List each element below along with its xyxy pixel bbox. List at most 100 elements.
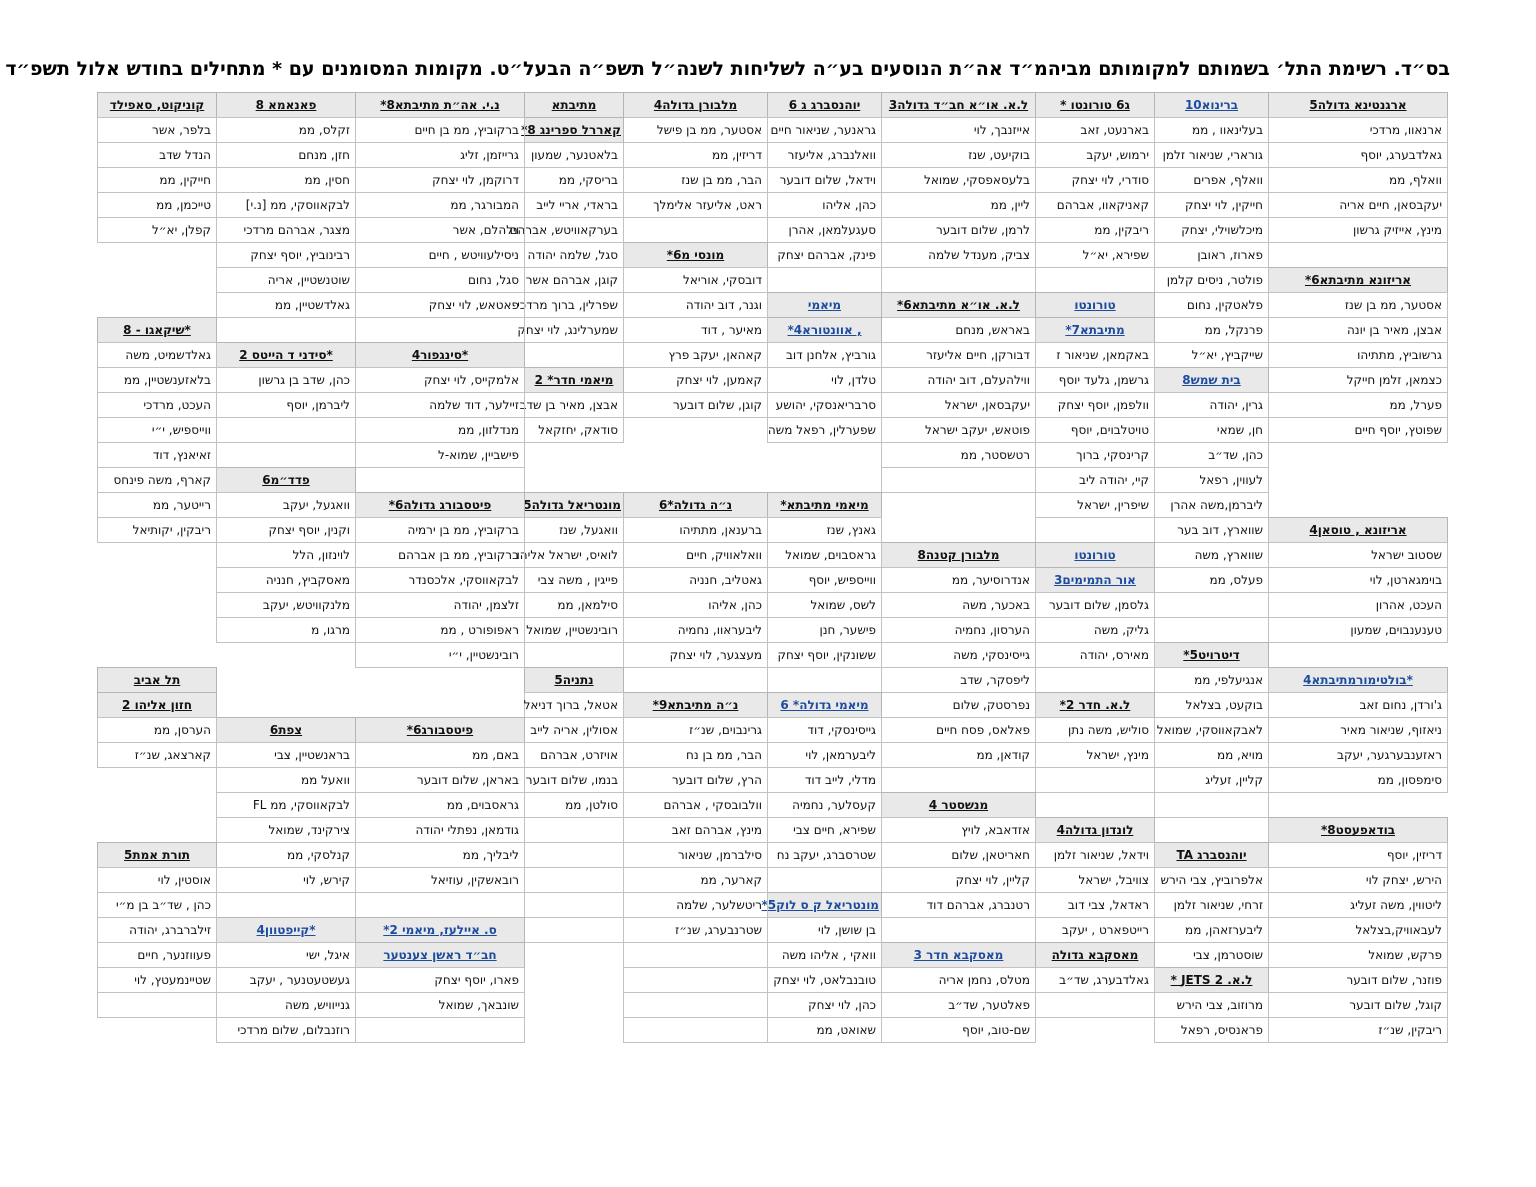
student-name-cell: קארצאג, שנ״ז: [97, 742, 217, 768]
student-name-cell: פישער, חנן: [767, 617, 882, 643]
student-name-cell: כצמאן, זלמן חייקל: [1268, 367, 1448, 393]
gap-cell: [355, 692, 525, 718]
student-name-cell: צביק, מענדל שלמה: [881, 242, 1036, 268]
empty-cell: [524, 342, 624, 368]
empty-cell: [355, 317, 525, 343]
student-name-cell: פאטאש, לוי יצחק: [355, 292, 525, 318]
student-name-cell: הירש, יצחק לוי: [1268, 867, 1448, 893]
gap-cell: [1268, 492, 1448, 518]
empty-cell: [1035, 267, 1155, 293]
section-header: פיטסבורג גדולה6*: [355, 492, 525, 518]
student-name-cell: כהן, שדב בן גרשון: [216, 367, 356, 393]
student-name-cell: בוימגארטן, לוי: [1268, 567, 1448, 593]
section-header: מונסי מ6*: [623, 242, 768, 268]
student-name-cell: גאלדשמיט, משה: [97, 342, 217, 368]
student-name-cell: מדלי, לייב דוד: [767, 767, 882, 793]
student-name-cell: קליין, זעליג: [1154, 767, 1269, 793]
student-name-cell: ווייספיש, י״י: [97, 417, 217, 443]
roster-column: מתיבתא קאררל ספרינג 8* בלאטנער, שמעון בריסק…: [510, 92, 624, 943]
student-name-cell: גרשמן, גלעד יוסף: [1035, 367, 1155, 393]
student-name-cell: מצגר, אברהם מרדכי: [216, 217, 356, 243]
student-name-cell: לבקאווסקי, ממ FL: [216, 792, 356, 818]
section-header: תל אביב: [97, 667, 217, 693]
gap-cell: [97, 792, 217, 818]
section-header: קוניקוט, סאפילד: [97, 92, 217, 118]
student-name-cell: אסטער, ממ בן שנז: [1268, 292, 1448, 318]
student-name-cell: פארוז, ראובן: [1154, 242, 1269, 268]
empty-cell: [623, 967, 768, 993]
student-name-cell: ריבקין, יקותיאל: [97, 517, 217, 543]
student-name-cell: סולטן, ממ: [524, 792, 624, 818]
student-name-cell: לוינזון, הלל: [216, 542, 356, 568]
student-name-cell: אלפרוביץ, צבי הירש: [1154, 867, 1269, 893]
section-header: , אוונטורא4*: [767, 317, 882, 343]
student-name-cell: הבר, ממ בן נח: [623, 742, 768, 768]
student-name-cell: קפלן, יא״ל: [97, 217, 217, 243]
student-name-cell: כהן , שד״ב בן מ״י: [97, 892, 217, 918]
student-name-cell: ריבקין, שנ״ז: [1268, 1017, 1448, 1043]
student-name-cell: רייטפארט , יעקב: [1035, 917, 1155, 943]
student-name-cell: מעצגער, לוי יצחק: [623, 642, 768, 668]
student-name-cell: גייסינסקי, דוד: [767, 717, 882, 743]
student-name-cell: וואלאוויק, חיים: [623, 542, 768, 568]
roster-column: ל.א. או״א חב״ד גדולה3 אייזנבך, לוי בוקיעט,…: [881, 92, 1036, 1043]
student-name-cell: קארף, משה פינחס: [97, 467, 217, 493]
section-header: מונטריאל גדולה5*: [517, 492, 624, 518]
student-name-cell: פרנקל, ממ: [1154, 317, 1269, 343]
section-header: מונטריאל ק ס לוק5*: [761, 892, 882, 918]
student-name-cell: מינץ, ישראל: [1035, 742, 1155, 768]
empty-cell: [1035, 667, 1155, 693]
student-name-cell: ארנאוו, מרדכי: [1268, 117, 1448, 143]
section-header: אור התמימים3: [1035, 567, 1155, 593]
section-header: מלבורן גדולה4: [623, 92, 768, 118]
gap-cell: [97, 267, 217, 293]
empty-cell: [216, 442, 356, 468]
student-name-cell: שייקביץ, יא״ל: [1154, 342, 1269, 368]
student-name-cell: בנמו, שלום דובער: [524, 767, 624, 793]
gap-cell: [767, 442, 882, 468]
section-header: מיאמי חדר* 2: [524, 367, 624, 393]
student-name-cell: שפירא, יא״ל: [1035, 242, 1155, 268]
student-name-cell: ברקוביץ, ממ בן חיים: [355, 117, 525, 143]
student-name-cell: טויטלבוים, יוסף: [1035, 417, 1155, 443]
student-name-cell: קליין, לוי יצחק: [881, 867, 1036, 893]
student-name-cell: ליבליך, ממ: [355, 842, 525, 868]
section-header: יוהנסברג ג 6: [767, 92, 882, 118]
section-header: מאסקבא חדר 3: [881, 942, 1036, 968]
student-name-cell: ברקוביץ, ממ בן אברהם: [355, 542, 525, 568]
student-name-cell: אייזנבך, לוי: [881, 117, 1036, 143]
student-name-cell: קירש, לוי: [216, 867, 356, 893]
section-header: *בולטימורמתיבתא4: [1268, 667, 1448, 693]
student-name-cell: לעווין, רפאל: [1154, 467, 1269, 493]
gap-cell: [97, 817, 217, 843]
student-name-cell: פישביין, שמוא-ל: [355, 442, 525, 468]
section-header: ל.א. או״א מתיבתא6*: [881, 292, 1036, 318]
gap-cell: [623, 417, 768, 443]
student-name-cell: בעלינאוו , ממ: [1154, 117, 1269, 143]
student-name-cell: פעווזנער, חיים: [97, 942, 217, 968]
student-name-cell: אלמקייס, לוי יצחק: [355, 367, 525, 393]
student-name-cell: וואעל ממ: [216, 767, 356, 793]
section-header: נ.י. אה״ת מתיבתא8*: [355, 92, 525, 118]
student-name-cell: יעקבסאן, ישראל: [881, 392, 1036, 418]
student-name-cell: נפרסטק, שלום: [881, 692, 1036, 718]
student-name-cell: שפירא, חיים צבי: [767, 817, 882, 843]
student-name-cell: קאהאן, יעקב פרץ: [623, 342, 768, 368]
student-name-cell: גורביץ, אלחנן דוב: [767, 342, 882, 368]
student-name-cell: הרץ, שלום דובער: [623, 767, 768, 793]
student-name-cell: ברקוביץ, ממ בן ירמיה: [355, 517, 525, 543]
student-name-cell: זילברברג, יהודה: [97, 917, 217, 943]
student-name-cell: וואגעל, שנז: [524, 517, 624, 543]
empty-cell: [1035, 767, 1155, 793]
student-name-cell: שאואט, ממ: [767, 1017, 882, 1043]
student-name-cell: ניסילעוויטש , חיים: [355, 242, 525, 268]
student-name-cell: סרבריאנסקי, יהושע: [767, 392, 882, 418]
student-name-cell: ריבקין, ממ: [1035, 217, 1155, 243]
empty-cell: [623, 992, 768, 1018]
student-name-cell: שם-טוב, יוסף: [881, 1017, 1036, 1043]
student-name-cell: שטרנבערג, שנ״ז: [623, 917, 768, 943]
student-name-cell: באראן, שלום דובער: [355, 767, 525, 793]
student-name-cell: שסטוב ישראל: [1268, 542, 1448, 568]
section-header: ל.א. חדר 2*: [1035, 692, 1155, 718]
empty-cell: [767, 667, 882, 693]
